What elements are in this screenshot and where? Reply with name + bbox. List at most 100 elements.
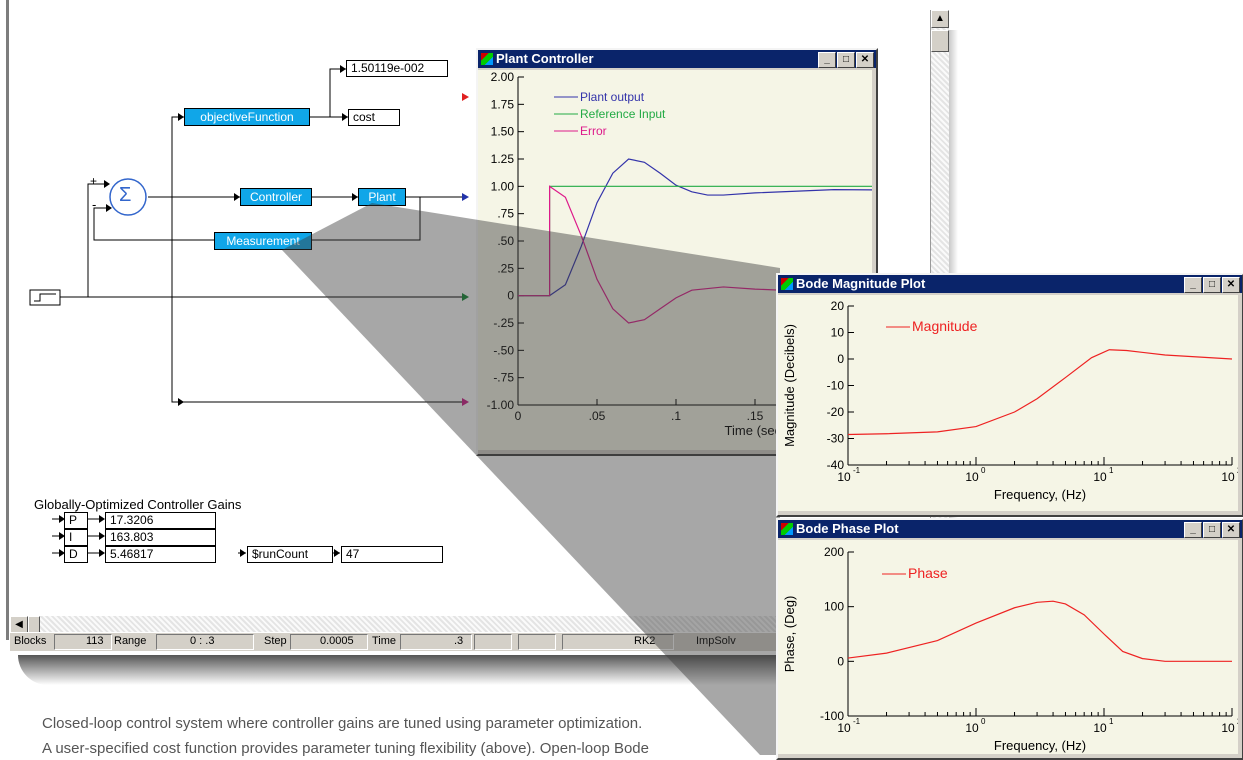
scroll-thumb[interactable] <box>931 30 949 52</box>
minimize-button[interactable]: _ <box>1184 277 1202 293</box>
app-icon <box>481 53 493 65</box>
y-tick-label: 0 <box>507 289 514 303</box>
y-tick-label: 1.00 <box>491 179 515 193</box>
runcount-label[interactable]: $runCount <box>247 546 333 563</box>
scope-value-display[interactable]: 1.50119e-002 <box>346 60 448 77</box>
status-method-value: RK2 <box>634 635 656 647</box>
y-tick-label: 200 <box>824 545 844 559</box>
status-time-value: .3 <box>454 635 464 647</box>
scroll-left-button[interactable]: ◀ <box>10 616 28 634</box>
status-time-field <box>400 634 472 650</box>
gain-p-value[interactable]: 17.3206 <box>105 512 216 529</box>
objective-function-block[interactable]: objectiveFunction <box>184 108 310 126</box>
x-axis-label: Frequency, (Hz) <box>994 738 1086 753</box>
status-solver-label: ImpSolv <box>696 635 736 647</box>
minimize-button[interactable]: _ <box>1184 522 1202 538</box>
controller-block[interactable]: Controller <box>240 188 312 206</box>
diagram-wiring <box>29 65 469 406</box>
bode-phase-window[interactable]: Bode Phase Plot _ □ ✕ 200 100 0 -100 10 -1 10 0 10… <box>776 518 1243 760</box>
legend-label: Reference Input <box>580 107 666 121</box>
y-tick-label: -.25 <box>493 316 514 330</box>
y-tick-label: 10 <box>831 326 845 340</box>
legend-label: Magnitude <box>912 318 978 334</box>
legend-label: Phase <box>908 565 948 581</box>
y-tick-label: 2.00 <box>491 70 515 84</box>
close-button[interactable]: ✕ <box>1222 522 1240 538</box>
y-tick-label: -10 <box>827 379 845 393</box>
gain-p-label[interactable]: P <box>64 512 88 529</box>
status-blocks-label: Blocks <box>14 635 47 647</box>
x-tick-label: 10 <box>1221 721 1235 735</box>
x-tick-label: .15 <box>747 409 764 423</box>
x-tick-exponent: 2 <box>1237 466 1238 475</box>
status-range-value: 0 : .3 <box>190 635 215 647</box>
close-button[interactable]: ✕ <box>1222 277 1240 293</box>
bode-magnitude-window[interactable]: Bode Magnitude Plot _ □ ✕ 20 10 0 -10 -20 -30 -4… <box>776 273 1243 517</box>
gain-d-value[interactable]: 5.46817 <box>105 546 216 563</box>
x-tick-label: 10 <box>1221 470 1235 484</box>
gain-i-value[interactable]: 163.803 <box>105 529 216 546</box>
x-tick-label: 10 <box>965 721 979 735</box>
maximize-button[interactable]: □ <box>837 52 855 68</box>
plant-block[interactable]: Plant <box>358 188 406 206</box>
status-empty-field-1 <box>474 634 512 650</box>
cost-display[interactable]: cost <box>348 109 400 126</box>
status-step-field <box>290 634 368 650</box>
scroll-up-button[interactable]: ▲ <box>931 10 949 28</box>
bode-phase-titlebar[interactable]: Bode Phase Plot _ □ ✕ <box>778 520 1242 538</box>
app-icon <box>781 523 793 535</box>
y-tick-label: -40 <box>827 458 845 472</box>
status-method-field <box>562 634 674 650</box>
maximize-button[interactable]: □ <box>1203 522 1221 538</box>
y-tick-label: -30 <box>827 432 845 446</box>
y-tick-label: 1.50 <box>491 125 515 139</box>
sum-junction-icon[interactable]: Σ <box>119 184 132 206</box>
app-icon <box>781 278 793 290</box>
horizontal-scrollbar[interactable]: ◀ <box>10 616 935 634</box>
status-empty-field-2 <box>518 634 556 650</box>
x-tick-exponent: -1 <box>853 717 861 726</box>
status-range-field <box>156 634 254 650</box>
sum-plus-sign: + <box>90 174 98 188</box>
measurement-block[interactable]: Measurement <box>214 232 312 250</box>
minimize-button[interactable]: _ <box>818 52 836 68</box>
bode-magnitude-title: Bode Magnitude Plot <box>796 276 926 291</box>
bode-magnitude-titlebar[interactable]: Bode Magnitude Plot _ □ ✕ <box>778 275 1242 293</box>
gains-title: Globally-Optimized Controller Gains <box>34 497 242 512</box>
y-tick-label: .25 <box>497 261 514 275</box>
series-line-plant-output <box>518 158 872 297</box>
gain-i-label[interactable]: I <box>64 529 88 546</box>
y-tick-label: 20 <box>831 299 845 313</box>
x-tick-label: 10 <box>965 470 979 484</box>
gain-d-label[interactable]: D <box>64 546 88 563</box>
y-tick-label: 0 <box>837 352 844 366</box>
y-tick-label: .50 <box>497 234 514 248</box>
status-blocks-value: 113 <box>86 635 104 647</box>
y-tick-label: 1.75 <box>491 97 515 111</box>
caption-line-1: Closed-loop control system where control… <box>42 715 643 732</box>
window-left-border <box>6 0 9 640</box>
status-bar: Blocks 113 Range 0 : .3 Step 0.0005 Time… <box>10 632 950 651</box>
x-tick-label: 10 <box>1093 470 1107 484</box>
plant-controller-titlebar[interactable]: Plant Controller _ □ ✕ <box>478 50 876 68</box>
status-time-label: Time <box>372 635 397 647</box>
x-tick-label: 10 <box>837 470 851 484</box>
plant-controller-title: Plant Controller <box>496 51 594 66</box>
x-tick-label: .05 <box>589 409 606 423</box>
sum-minus-sign: - <box>92 197 97 212</box>
series-line-error <box>518 185 872 324</box>
close-button[interactable]: ✕ <box>856 52 874 68</box>
step-input-block[interactable] <box>30 290 60 305</box>
plant-controller-window[interactable]: Plant Controller _ □ ✕ 2.00 1.75 1.50 1.25 1.0… <box>476 48 878 456</box>
gains-wiring <box>52 515 340 557</box>
status-step-label: Step <box>264 635 287 647</box>
bode-magnitude-chart: 20100-10-20-30-4010-1100101102Frequency,… <box>778 295 1238 511</box>
y-tick-label: -1.00 <box>487 398 515 412</box>
runcount-value[interactable]: 47 <box>341 546 443 563</box>
x-tick-label: .1 <box>671 409 681 423</box>
series-line-magnitude <box>847 349 1233 436</box>
x-tick-label: 10 <box>837 721 851 735</box>
maximize-button[interactable]: □ <box>1203 277 1221 293</box>
status-blocks-field <box>54 634 112 650</box>
